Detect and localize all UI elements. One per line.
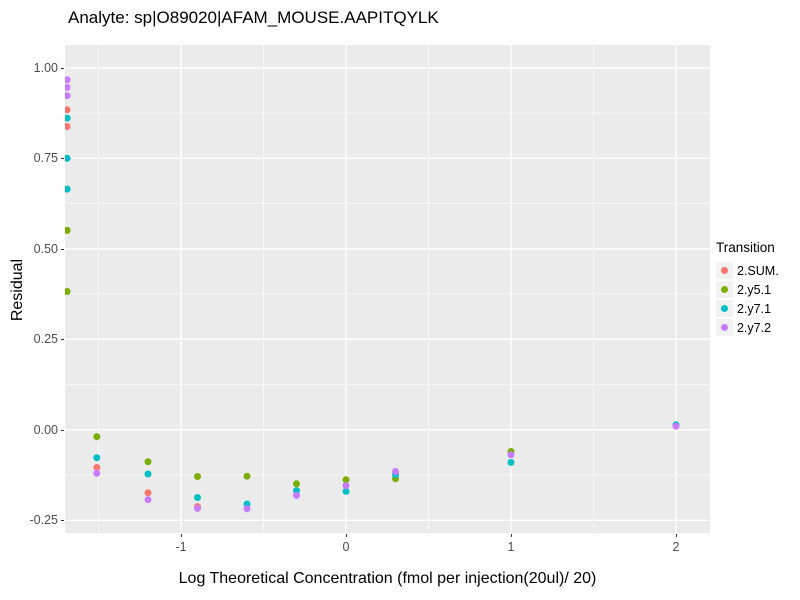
legend-item-2.y7.2: 2.y7.2: [716, 318, 779, 337]
data-point-2.y5.1: [65, 288, 71, 295]
legend-label: 2.y5.1: [737, 282, 772, 297]
legend-key: [716, 319, 733, 336]
y-tick-mark: [61, 520, 64, 522]
y-tick-mark: [61, 67, 64, 69]
y-tick-mark: [61, 339, 64, 341]
y-tick-label: 1.00: [33, 60, 58, 75]
data-point-2.y5.1: [342, 476, 350, 484]
data-point-2.y7.1: [342, 487, 350, 495]
legend-label: 2.y7.1: [737, 301, 772, 316]
legend-key: [716, 262, 733, 279]
data-point-2.y5.1: [65, 226, 71, 234]
plot-svg: [65, 45, 710, 533]
data-point-2.SUM.: [65, 123, 71, 130]
plot-title: Analyte: sp|O89020|AFAM_MOUSE.AAPITQYLK: [68, 8, 439, 27]
data-point-2.y7.2: [65, 92, 71, 100]
x-tick-mark: [180, 534, 182, 537]
data-point-2.y7.2: [144, 496, 152, 504]
data-point-2.y7.1: [144, 470, 152, 478]
legend-dot-icon: [721, 324, 728, 331]
data-point-2.y7.2: [293, 491, 300, 499]
legend-label: 2.SUM.: [737, 263, 779, 278]
data-point-2.y7.1: [293, 487, 300, 495]
legend-title: Transition: [716, 240, 775, 255]
x-tick-label: 2: [672, 540, 680, 554]
data-point-2.y7.2: [342, 482, 350, 490]
data-point-2.y5.1: [144, 458, 152, 466]
x-tick-mark: [511, 534, 512, 537]
legend-dot-icon: [721, 305, 728, 312]
legend-label: 2.y7.2: [737, 320, 772, 335]
x-tick-mark: [676, 534, 677, 537]
data-point-2.SUM.: [93, 464, 101, 471]
data-point-2.y7.1: [65, 154, 71, 162]
data-point-2.SUM.: [65, 106, 71, 114]
y-tick-label: 0.25: [33, 332, 58, 347]
data-point-2.y7.2: [65, 83, 71, 91]
x-tick-label: -1: [175, 540, 187, 554]
y-tick-mark: [61, 248, 64, 250]
data-point-2.y5.1: [243, 472, 251, 480]
data-point-2.SUM.: [144, 489, 152, 497]
x-tick-label: 1: [507, 540, 515, 554]
y-tick-label: 0.00: [33, 422, 58, 437]
data-point-2.y7.2: [392, 468, 399, 475]
x-tick-mark: [346, 534, 347, 537]
data-point-2.y7.2: [243, 505, 251, 513]
y-tick-mark: [61, 429, 64, 431]
legend-dot-icon: [721, 267, 728, 274]
data-point-2.y5.1: [93, 433, 101, 441]
legend-key: [716, 281, 733, 298]
data-point-2.y7.1: [194, 494, 201, 501]
data-point-2.y7.1: [93, 454, 101, 462]
data-point-2.y7.2: [65, 76, 71, 84]
data-point-2.y5.1: [293, 480, 300, 488]
x-axis-title: Log Theoretical Concentration (fmol per …: [178, 570, 597, 587]
y-tick-mark: [61, 158, 64, 160]
y-axis-title: Residual: [9, 258, 26, 322]
data-point-2.y7.1: [65, 185, 71, 193]
plot-panel: [65, 45, 710, 533]
data-point-2.y7.2: [672, 422, 680, 430]
legend-item-2.SUM.: 2.SUM.: [716, 261, 779, 280]
legend: Transition 2.SUM. 2.y5.1 2.y7.1 2.y7.2: [716, 240, 779, 337]
data-point-2.y7.2: [194, 504, 201, 512]
legend-key: [716, 300, 733, 317]
data-point-2.y7.2: [507, 451, 515, 459]
legend-item-2.y7.1: 2.y7.1: [716, 299, 779, 318]
data-point-2.y7.2: [93, 469, 101, 477]
y-tick-label: -0.25: [29, 513, 59, 528]
y-tick-label: 0.50: [33, 241, 58, 256]
data-point-2.y5.1: [194, 473, 201, 480]
legend-item-2.y5.1: 2.y5.1: [716, 280, 779, 299]
legend-dot-icon: [721, 286, 728, 293]
data-point-2.y7.1: [507, 458, 515, 466]
y-tick-label: 0.75: [33, 151, 58, 166]
x-tick-label: 0: [342, 540, 350, 554]
data-point-2.y7.1: [65, 114, 71, 122]
